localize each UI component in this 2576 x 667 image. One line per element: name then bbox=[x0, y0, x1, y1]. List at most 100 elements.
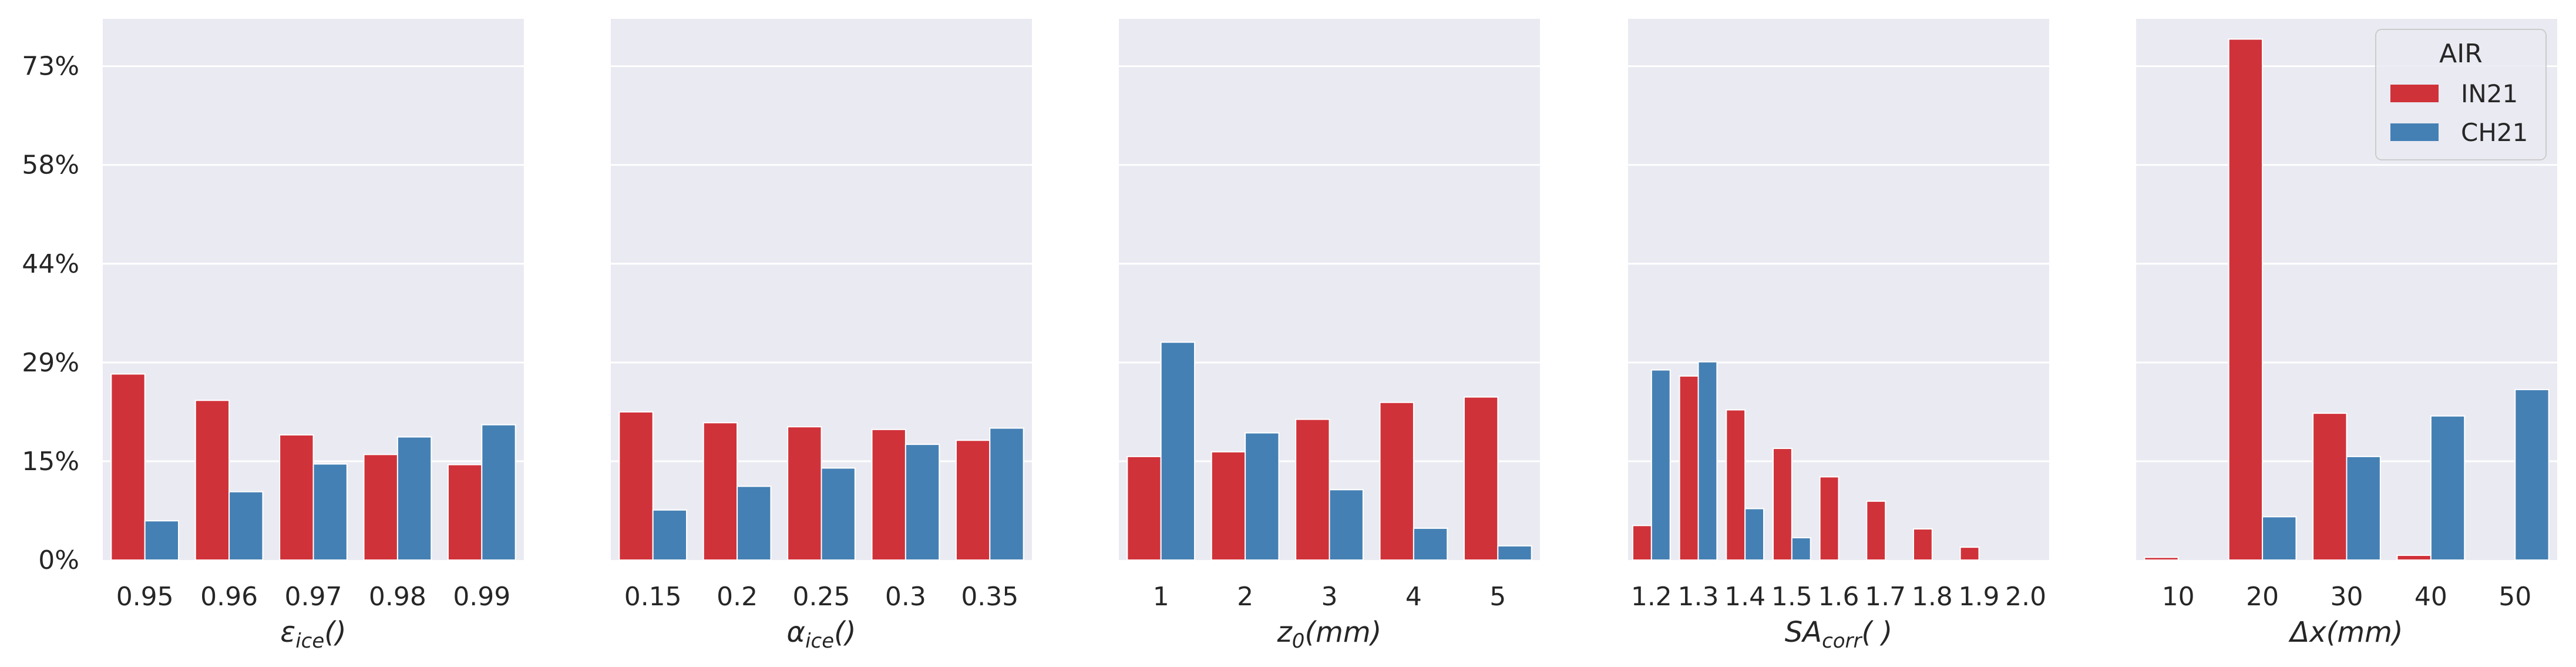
bar-ch21-1.4 bbox=[1744, 508, 1765, 561]
x-tick-label: 20 bbox=[2246, 582, 2279, 612]
x-tick-label: 1.6 bbox=[1818, 582, 1859, 612]
legend-swatch-ch21 bbox=[2390, 123, 2439, 141]
bar-in21-0.95 bbox=[110, 373, 146, 561]
y-tick-label: 0% bbox=[38, 545, 79, 575]
bar-in21-0.98 bbox=[363, 454, 398, 561]
bar-ch21-1.2 bbox=[1650, 369, 1671, 561]
bar-ch21-0.15 bbox=[652, 509, 688, 561]
bar-ch21-2 bbox=[1245, 432, 1280, 561]
x-tick-label: 1.4 bbox=[1724, 582, 1765, 612]
x-tick-label: 0.98 bbox=[369, 582, 426, 612]
x-tick-label: 2 bbox=[1237, 582, 1253, 612]
bar-ch21-0.96 bbox=[228, 491, 264, 561]
bar-in21-1.4 bbox=[1726, 409, 1746, 561]
bar-ch21-1.5 bbox=[1791, 537, 1811, 561]
legend-label-in21: IN21 bbox=[2461, 79, 2518, 108]
x-tick-label: 0.95 bbox=[116, 582, 174, 612]
bar-in21-1.5 bbox=[1772, 448, 1793, 561]
bar-ch21-5 bbox=[1497, 545, 1532, 561]
y-tick-label: 29% bbox=[22, 348, 79, 378]
bar-in21-0.2 bbox=[702, 422, 738, 561]
bar-in21-1.3 bbox=[1679, 375, 1699, 561]
x-tick-label: 5 bbox=[1489, 582, 1506, 612]
bar-ch21-0.3 bbox=[904, 444, 940, 561]
bar-ch21-0.99 bbox=[481, 424, 516, 561]
x-tick-label: 0.2 bbox=[717, 582, 758, 612]
bar-in21-1.6 bbox=[1819, 476, 1839, 561]
x-tick-label: 0.15 bbox=[624, 582, 682, 612]
bar-in21-1.2 bbox=[1632, 525, 1652, 561]
bar-in21-0.99 bbox=[447, 464, 483, 561]
bar-in21-0.35 bbox=[955, 440, 991, 561]
x-tick-label: 0.35 bbox=[961, 582, 1018, 612]
x-tick-label: 3 bbox=[1321, 582, 1338, 612]
x-tick-label: 10 bbox=[2162, 582, 2195, 612]
x-tick-label: 40 bbox=[2414, 582, 2447, 612]
bar-ch21-50 bbox=[2514, 388, 2550, 561]
y-tick-label: 44% bbox=[22, 249, 79, 279]
bar-in21-20 bbox=[2228, 38, 2264, 561]
x-tick-label: 0.25 bbox=[793, 582, 850, 612]
x-axis-label: εice() bbox=[280, 616, 346, 653]
x-axis-label: Δx(mm) bbox=[2288, 616, 2403, 649]
legend-swatch-in21 bbox=[2390, 85, 2439, 102]
chart-panel-2: 0.15 0.2 0.25 0.3 0.35 αice() bbox=[611, 19, 1032, 653]
bar-ch21-0.35 bbox=[989, 427, 1024, 561]
x-tick-label: 50 bbox=[2498, 582, 2531, 612]
bar-ch21-0.95 bbox=[144, 520, 180, 561]
bar-ch21-3 bbox=[1329, 489, 1364, 561]
chart-panel-5: 10 20 30 40 50 Δx(mm) bbox=[2136, 19, 2557, 649]
bar-ch21-1.3 bbox=[1697, 361, 1718, 561]
x-axis-label: z0(mm) bbox=[1277, 616, 1382, 653]
x-tick-label: 1.2 bbox=[1631, 582, 1672, 612]
bar-ch21-1 bbox=[1160, 341, 1196, 561]
x-tick-label: 0.96 bbox=[200, 582, 258, 612]
y-tick-label: 15% bbox=[22, 447, 79, 477]
chart-panel-1: 0.95 0.96 0.97 0.98 0.99 εice() 0% 15% 29% 44% 58%… bbox=[22, 19, 524, 653]
bar-in21-5 bbox=[1463, 396, 1499, 561]
x-tick-label: 1.5 bbox=[1771, 582, 1812, 612]
x-tick-label: 1.9 bbox=[1959, 582, 2000, 612]
x-tick-label: 0.97 bbox=[285, 582, 342, 612]
bar-in21-2 bbox=[1210, 451, 1246, 561]
x-axis-label: SAcorr( ) bbox=[1785, 616, 1892, 653]
y-tick-label: 73% bbox=[22, 52, 79, 82]
bar-in21-0.3 bbox=[871, 428, 906, 561]
bar-ch21-0.2 bbox=[737, 485, 772, 561]
x-tick-label: 1 bbox=[1153, 582, 1169, 612]
x-tick-label: 1.3 bbox=[1678, 582, 1719, 612]
x-tick-label: 0.3 bbox=[885, 582, 926, 612]
bar-ch21-20 bbox=[2262, 516, 2297, 561]
legend-label-ch21: CH21 bbox=[2461, 118, 2528, 147]
bar-in21-10 bbox=[2144, 557, 2179, 561]
bar-in21-3 bbox=[1295, 418, 1330, 561]
y-tick-label: 58% bbox=[22, 150, 79, 180]
bar-in21-0.25 bbox=[787, 426, 822, 561]
bar-in21-0.96 bbox=[194, 400, 230, 561]
bar-in21-4 bbox=[1379, 401, 1414, 561]
legend-title: AIR bbox=[2439, 39, 2483, 69]
bar-in21-0.97 bbox=[279, 434, 314, 561]
x-tick-label: 4 bbox=[1405, 582, 1422, 612]
bar-in21-40 bbox=[2396, 554, 2432, 561]
bar-in21-1.7 bbox=[1866, 500, 1886, 561]
bar-ch21-4 bbox=[1413, 527, 1448, 561]
x-tick-label: 0.99 bbox=[453, 582, 510, 612]
bar-in21-1.8 bbox=[1912, 528, 1933, 561]
x-tick-label: 1.8 bbox=[1912, 582, 1953, 612]
bar-in21-1 bbox=[1126, 455, 1162, 561]
bar-ch21-0.98 bbox=[396, 436, 432, 561]
x-tick-label: 2.0 bbox=[2005, 582, 2046, 612]
x-tick-label: 1.7 bbox=[1865, 582, 1906, 612]
chart-panel-3: 1 2 3 4 5 z0(mm) bbox=[1119, 19, 1540, 653]
bar-ch21-0.25 bbox=[820, 467, 856, 561]
bar-in21-30 bbox=[2312, 413, 2348, 561]
bar-ch21-0.97 bbox=[312, 463, 348, 561]
chart-panel-4: 1.2 1.3 1.4 1.5 1.6 1.7 1.8 1.9 2.0 SAcorr( ) bbox=[1628, 19, 2049, 653]
bar-ch21-30 bbox=[2346, 455, 2381, 561]
bar-in21-0.15 bbox=[618, 411, 654, 561]
bar-in21-1.9 bbox=[1959, 547, 1980, 561]
x-tick-label: 30 bbox=[2330, 582, 2363, 612]
legend: AIR IN21 CH21 bbox=[2375, 29, 2547, 160]
